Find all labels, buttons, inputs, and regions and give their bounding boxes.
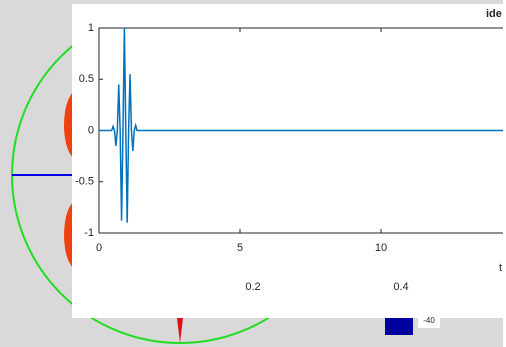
y-tick-label: 0.5 [79, 73, 94, 85]
y-tick-label: -0.5 [75, 176, 94, 188]
screen-edge [503, 0, 506, 347]
x-axis-label: t [499, 262, 502, 274]
y-tick-label: 0 [88, 124, 94, 136]
x-tick-label: 5 [237, 242, 243, 254]
chart-title: ide [486, 8, 502, 20]
back-x-tick-label: 0.4 [393, 281, 408, 293]
back-plot-area [72, 262, 503, 318]
signal-line [99, 27, 506, 223]
back-x-tick-label: 0.2 [245, 281, 260, 293]
colorbar-label: -40 [423, 316, 435, 325]
y-tick-label: -1 [84, 227, 94, 239]
colorbar [385, 318, 413, 335]
y-tick-label: 1 [88, 22, 94, 34]
colorbar-label-bg [418, 314, 440, 328]
needle [177, 318, 183, 343]
front-window [72, 4, 503, 266]
x-tick-label: 10 [375, 242, 387, 254]
x-tick-label: 0 [96, 242, 102, 254]
